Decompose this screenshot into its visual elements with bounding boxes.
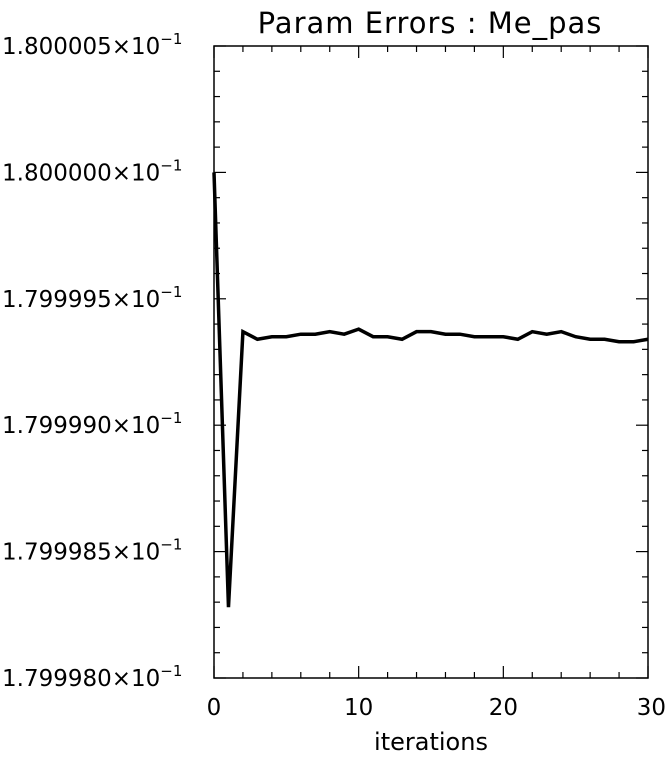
x-tick-label: 10 (344, 695, 373, 721)
y-tick-label: 1.799995×10−1 (2, 283, 182, 313)
x-tick-label: 20 (489, 695, 518, 721)
plot-frame (213, 45, 649, 679)
y-tick-label: 1.800005×10−1 (2, 30, 182, 60)
y-tick-label: 1.799980×10−1 (2, 662, 182, 692)
x-tick-label: 30 (637, 695, 666, 721)
y-tick-labels: 1.799980×10−1 1.799985×10−1 1.799990×10−1 1… (2, 30, 182, 692)
axis-ticks (213, 45, 649, 679)
y-tick-label: 1.799990×10−1 (2, 409, 182, 439)
x-tick-label: 0 (207, 695, 222, 721)
chart-title: Param Errors : Me_pas (258, 6, 603, 40)
y-tick-label: 1.800000×10−1 (2, 156, 182, 186)
series-line (212, 172, 649, 608)
y-tick-label: 1.799985×10−1 (2, 536, 182, 566)
x-axis-label: iterations (374, 728, 488, 756)
x-tick-labels: 0 10 20 30 (207, 695, 666, 721)
